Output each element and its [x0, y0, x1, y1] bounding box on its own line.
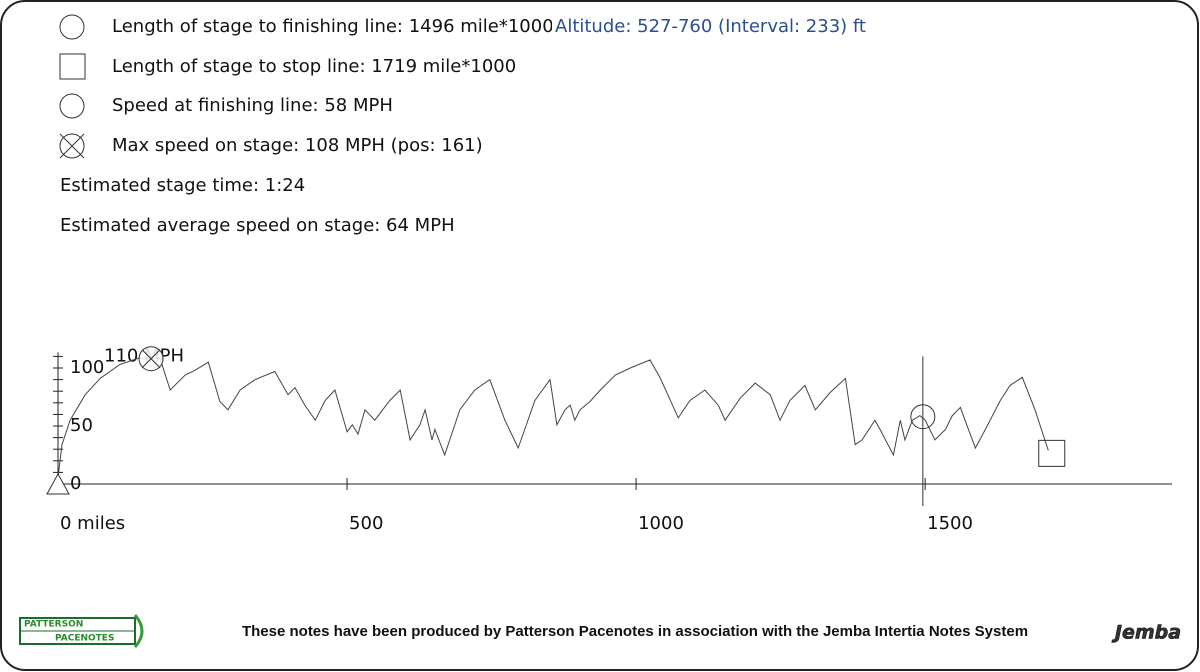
altitude-bg [552, 12, 912, 42]
info-line: Estimated stage time: 1:24 [60, 175, 305, 196]
logo-right: Jemba [1111, 622, 1181, 644]
info-line: Speed at finishing line: 58 MPH [112, 95, 393, 116]
logo-left: PATTERSON PACENOTES [19, 614, 144, 648]
x-tick-label: 0 miles [60, 513, 125, 534]
info-line: Length of stage to stop line: 1719 mile*… [112, 56, 516, 77]
icon-crossed-circle [59, 133, 85, 159]
y-tick-label: 50 [70, 415, 93, 436]
icon-circle [59, 93, 85, 119]
icon-square [59, 53, 86, 80]
logo-text: PATTERSON [24, 620, 83, 630]
info: Length of stage to finishing line: 1496 … [60, 16, 554, 236]
finish-marker [910, 404, 936, 430]
x-tick-label: 1000 [638, 513, 684, 534]
stop-marker [1038, 439, 1066, 467]
footer-text: These notes have been produced by Patter… [242, 623, 1028, 640]
info-line: Max speed on stage: 108 MPH (pos: 161) [112, 135, 483, 156]
icon-circle [59, 14, 85, 40]
y-tick-label: 100 [70, 357, 104, 378]
y-tick-label: 0 [70, 473, 81, 494]
info-line: Estimated average speed on stage: 64 MPH [60, 215, 455, 236]
logo-text: PACENOTES [55, 634, 114, 644]
altitude: Altitude: 527-760 (Interval: 233) ft [555, 16, 866, 37]
x-tick-label: 500 [349, 513, 383, 534]
info-line: Length of stage to finishing line: 1496 … [112, 16, 554, 37]
start-marker [46, 472, 70, 495]
x-tick-label: 1500 [927, 513, 973, 534]
speed-line [57, 357, 1049, 479]
max-marker-cross [141, 349, 161, 369]
